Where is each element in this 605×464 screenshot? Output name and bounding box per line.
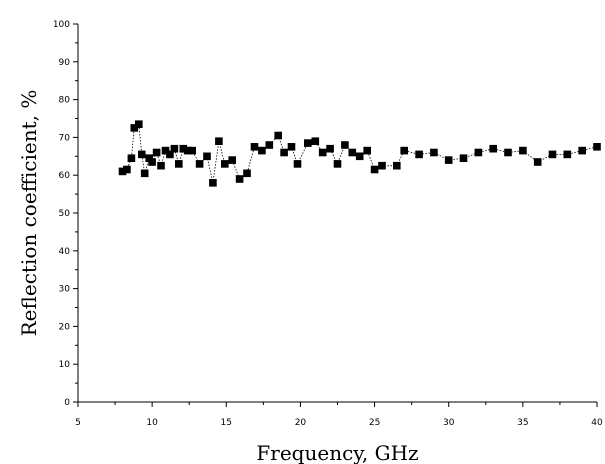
data-point <box>304 139 312 147</box>
data-point <box>430 148 438 157</box>
data-point <box>175 160 183 168</box>
data-point <box>474 148 483 157</box>
data-point <box>166 150 174 159</box>
x-axis-title: Frequency, GHz <box>256 441 418 464</box>
data-point <box>118 167 127 176</box>
y-tick-label: 20 <box>59 322 71 332</box>
data-point <box>130 124 139 132</box>
data-point <box>533 158 542 166</box>
y-tick-label: 70 <box>59 133 71 143</box>
y-axis-title: Reflection coefficient, % <box>17 90 41 337</box>
data-point <box>148 158 156 166</box>
data-point <box>170 144 179 153</box>
x-tick-label: 25 <box>369 418 380 428</box>
data-point <box>415 150 423 159</box>
data-point <box>161 146 170 155</box>
data-point <box>370 165 379 174</box>
data-point <box>203 152 211 161</box>
data-point <box>348 148 357 157</box>
data-point <box>235 175 244 183</box>
y-tick-label: 40 <box>59 247 71 257</box>
data-point <box>195 160 204 168</box>
data-point <box>152 148 161 157</box>
y-tick-label: 10 <box>59 360 71 370</box>
data-point <box>400 146 408 155</box>
y-tick-label: 60 <box>59 171 71 181</box>
x-tick-label: 5 <box>75 418 81 428</box>
data-point <box>311 137 320 145</box>
y-tick-label: 0 <box>64 398 70 408</box>
data-point <box>489 144 497 153</box>
data-point <box>519 146 527 155</box>
data-point <box>293 160 302 168</box>
x-tick-label: 35 <box>517 418 528 428</box>
axes <box>77 24 597 403</box>
data-point <box>215 137 223 145</box>
data-point <box>243 169 251 178</box>
x-ticks: 5 10 15 20 25 30 35 40 <box>75 402 603 428</box>
data-point <box>378 161 386 170</box>
data-point <box>123 165 131 174</box>
y-tick-label: 100 <box>53 20 70 30</box>
data-point <box>393 161 401 170</box>
y-ticks: 0 10 20 30 40 50 60 70 80 90 100 <box>53 20 78 408</box>
data-point <box>221 160 229 168</box>
data-points <box>118 120 601 187</box>
data-point <box>578 146 586 155</box>
data-point <box>363 146 371 155</box>
x-tick-label: 10 <box>146 418 158 428</box>
data-point <box>341 141 349 149</box>
data-point <box>333 160 342 168</box>
data-point <box>209 179 217 187</box>
data-point <box>593 143 601 151</box>
data-point <box>179 144 188 153</box>
x-tick-label: 15 <box>221 418 232 428</box>
data-point <box>183 146 192 155</box>
data-point <box>459 154 468 162</box>
x-tick-label: 40 <box>591 418 603 428</box>
y-tick-label: 80 <box>59 96 71 106</box>
data-point <box>355 152 364 161</box>
data-point <box>127 154 136 162</box>
data-point <box>318 148 327 157</box>
x-tick-label: 20 <box>295 418 307 428</box>
data-point <box>504 148 512 157</box>
y-tick-label: 30 <box>59 285 71 295</box>
data-point <box>140 169 149 178</box>
data-point <box>188 146 196 155</box>
data-point <box>287 143 296 151</box>
data-point <box>280 148 288 157</box>
data-point <box>265 141 274 149</box>
y-tick-label: 50 <box>59 209 71 219</box>
data-point <box>250 143 259 151</box>
data-point <box>326 144 334 153</box>
data-point <box>135 120 143 128</box>
data-point <box>444 156 453 164</box>
data-point <box>258 146 266 155</box>
data-point <box>228 156 236 164</box>
data-point <box>563 150 572 159</box>
data-point <box>138 150 146 159</box>
data-point <box>157 161 165 170</box>
data-point <box>548 150 557 159</box>
y-tick-label: 90 <box>59 58 71 68</box>
x-tick-label: 30 <box>443 418 455 428</box>
data-point <box>274 131 282 140</box>
